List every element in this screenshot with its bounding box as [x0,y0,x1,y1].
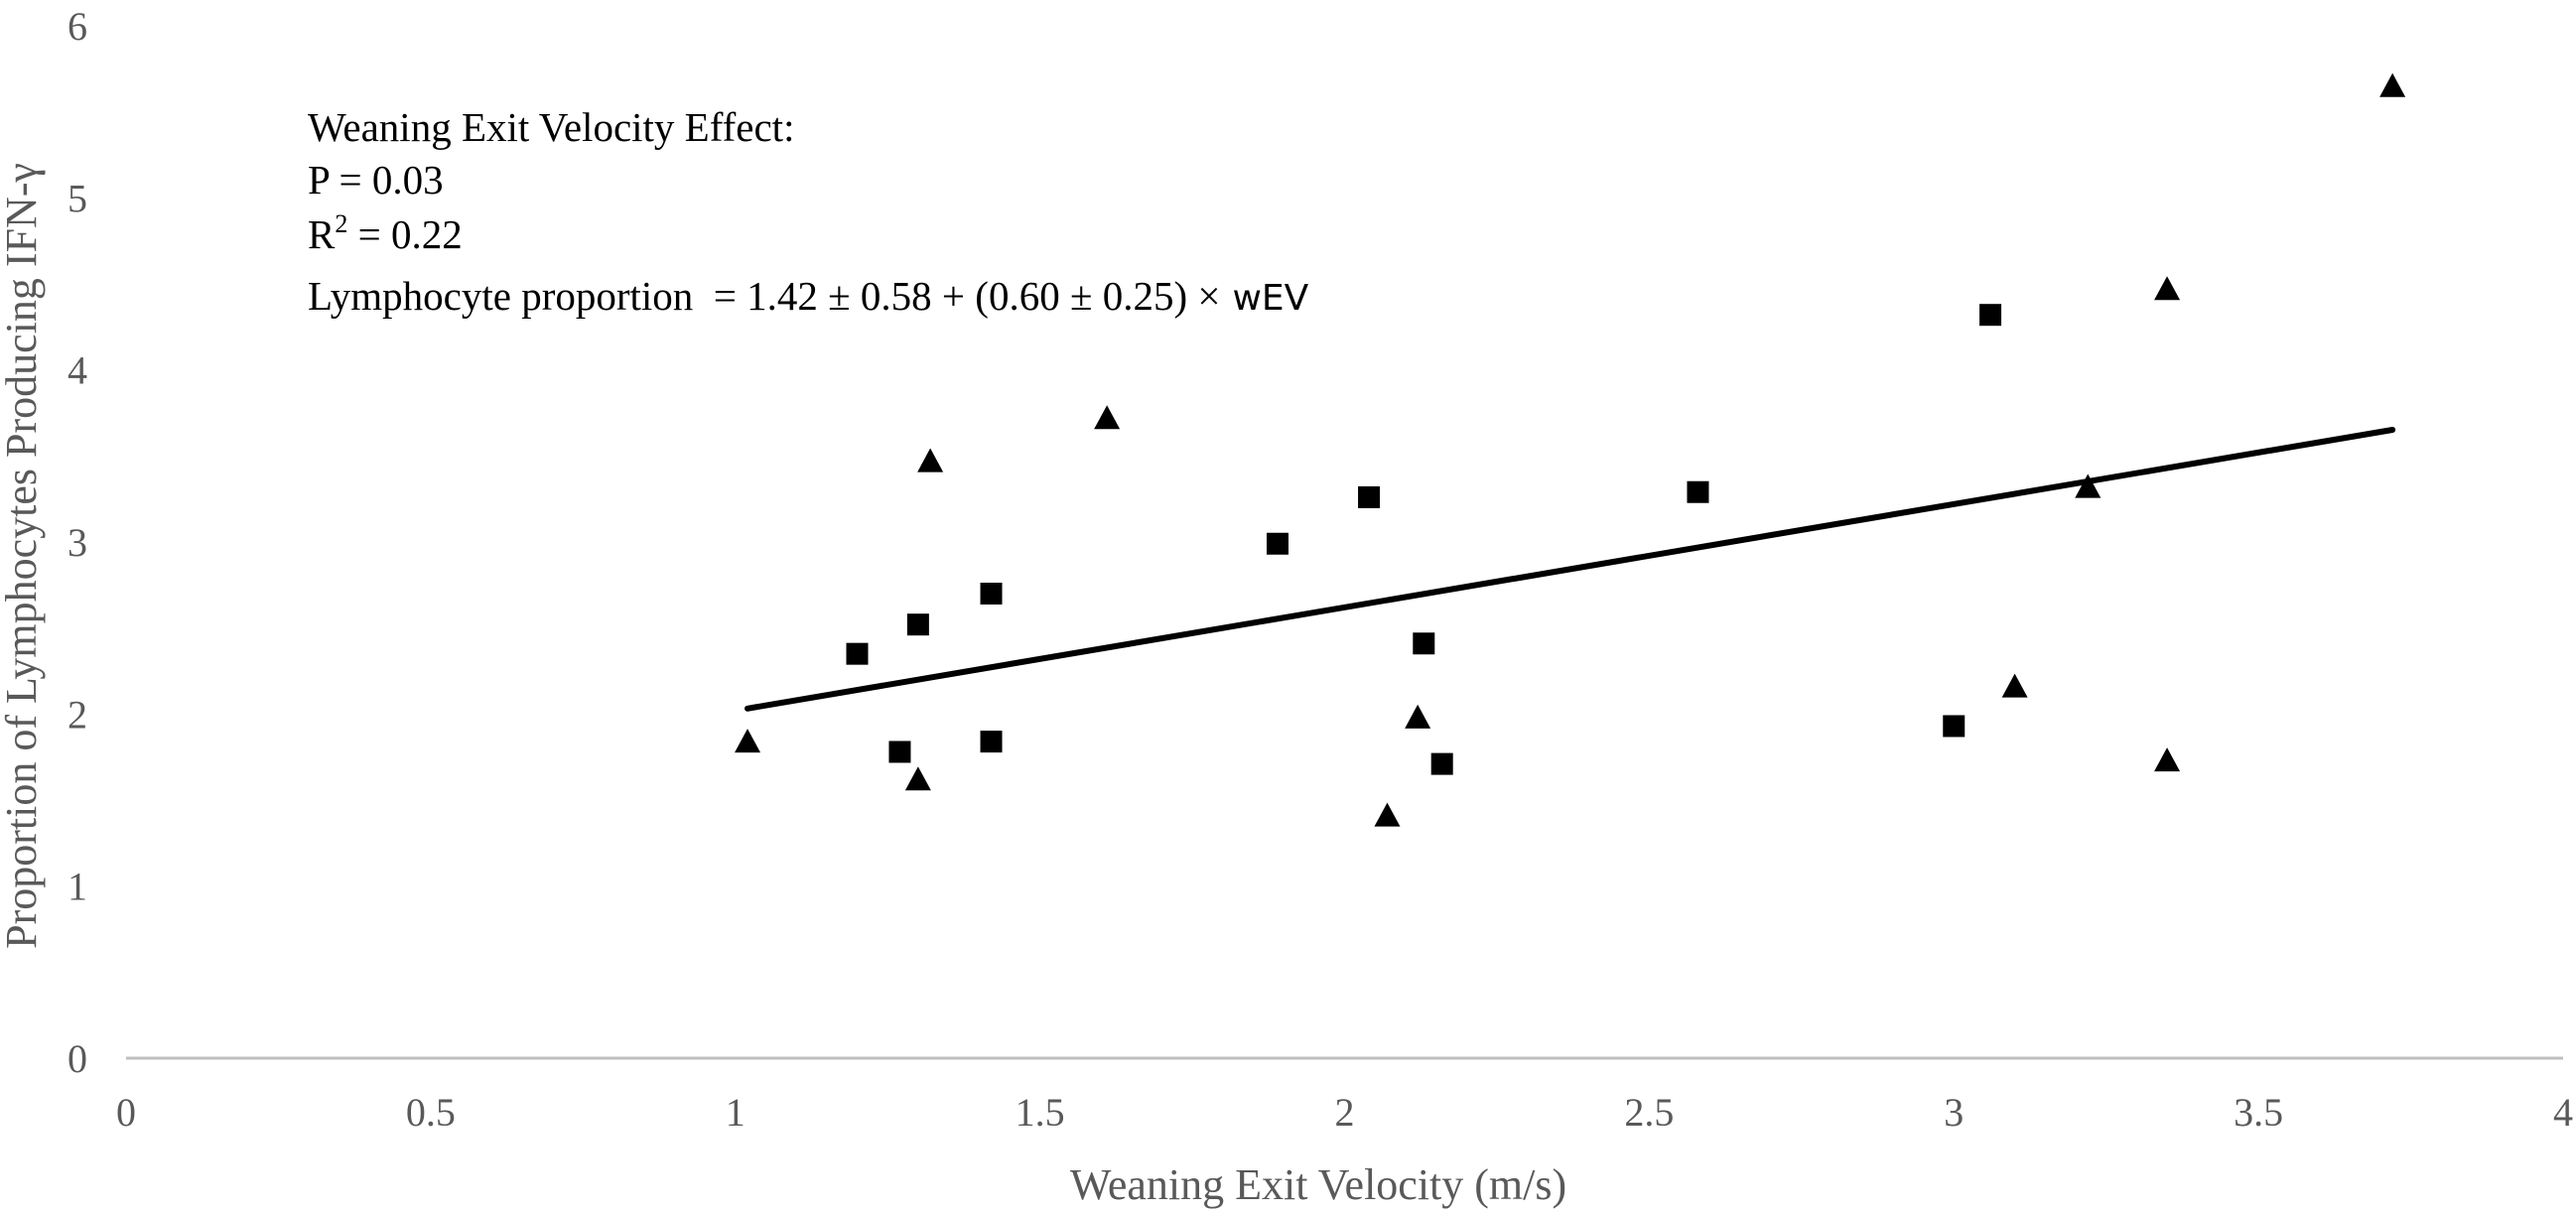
equation-text: Lymphocyte proportion = 1.42 ± 0.58 + (0… [308,273,1220,319]
triangle-point [735,729,761,753]
x-axis-title: Weaning Exit Velocity (m/s) [1070,1160,1566,1209]
y-tick-label: 1 [68,865,87,909]
annotation-line-2: P = 0.03 [308,157,444,202]
r-squared-superscript: 2 [335,209,347,238]
y-tick-label: 6 [68,4,87,49]
annotation-line-1: Weaning Exit Velocity Effect: [308,104,794,150]
data-points [735,72,2406,827]
square-point [980,731,1003,753]
x-tick-label: 1 [726,1090,746,1135]
y-tick-labels: 0 1 2 3 4 5 6 [68,4,87,1081]
y-tick-label: 0 [68,1036,87,1081]
y-tick-label: 4 [68,348,87,393]
x-tick-label: 4 [2553,1090,2573,1135]
triangle-point [904,766,931,791]
triangle-point [2154,747,2181,772]
triangle-point [2075,473,2101,498]
square-point [1687,480,1709,503]
x-tick-label: 0.5 [406,1090,456,1135]
square-point [1266,532,1288,555]
triangle-point [917,448,944,472]
x-tick-label: 2.5 [1624,1090,1674,1135]
annotation-line-4: Lymphocyte proportion = 1.42 ± 0.58 + (0… [308,273,1309,319]
y-tick-label: 2 [68,692,87,737]
triangle-point [1374,802,1401,827]
y-axis-title: Proportion of Lymphocytes Producing IFN-… [0,163,46,949]
annotation-box: Weaning Exit Velocity Effect: P = 0.03 R… [308,104,1309,319]
r-squared-value: = 0.22 [347,211,462,257]
square-point [1413,632,1435,655]
square-point [1430,752,1453,775]
annotation-line-3: R2 = 0.22 [308,209,463,257]
trendline-group [745,426,2396,712]
y-tick-label: 3 [68,520,87,565]
triangle-point [1094,405,1121,430]
triangle-point [1405,704,1431,729]
triangle-point [2379,72,2406,97]
x-tick-label: 0 [116,1090,136,1135]
x-tick-label: 2 [1335,1090,1355,1135]
trendline [745,426,2396,712]
square-point [906,613,929,636]
square-point [1979,304,2002,327]
square-point [846,642,869,665]
y-tick-label: 5 [68,176,87,220]
triangle-point [2154,276,2181,301]
x-tick-label: 3 [1944,1090,1964,1135]
x-tick-label: 1.5 [1016,1090,1065,1135]
r-squared-symbol: R [308,211,336,257]
square-point [1358,485,1381,508]
square-point [1943,715,1966,738]
triangle-point [2001,673,2028,698]
x-tick-labels: 0 0.5 1 1.5 2 2.5 3 3.5 4 [116,1090,2573,1135]
equation-variable: wEV [1232,278,1308,319]
square-point [980,583,1003,605]
square-point [888,741,911,763]
x-tick-label: 3.5 [2234,1090,2283,1135]
